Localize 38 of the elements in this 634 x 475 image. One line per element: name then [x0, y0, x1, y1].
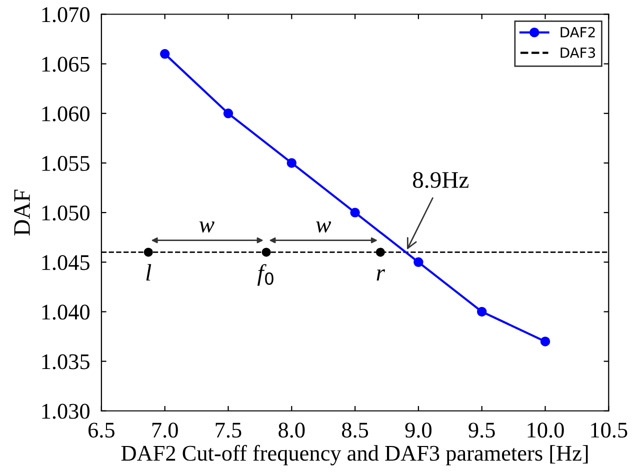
x-tick-label: 8.0	[278, 422, 305, 438]
y-tick-label: 1.040	[42, 304, 90, 320]
x-tick-label: 10.0	[528, 422, 564, 438]
y-tick-label: 1.060	[42, 106, 90, 122]
point	[160, 49, 170, 59]
legend-label: DAF2	[560, 26, 595, 38]
y-tick-label: 1.030	[42, 404, 90, 419]
point	[286, 158, 296, 168]
point	[223, 108, 234, 118]
y-tick-label: 1.045	[42, 255, 90, 270]
annotation: 8.9Hz	[413, 172, 468, 188]
x-tick-label: 6.5	[88, 422, 114, 438]
x-tick-label: 9.0	[405, 422, 432, 438]
point	[476, 306, 487, 317]
point	[262, 248, 271, 257]
annotation: f$_{0}$	[257, 264, 274, 286]
x-tick-label: 7.5	[216, 422, 242, 438]
y-tick-label: 1.050	[42, 205, 90, 221]
y-tick-label: 1.055	[42, 156, 90, 172]
x-tick-label: 10.5	[591, 422, 628, 438]
annotation: l	[146, 264, 152, 281]
annotation: w	[199, 221, 214, 233]
y-axis-title: DAF	[14, 190, 30, 236]
x-tick-label: 8.5	[342, 422, 368, 438]
annotation: w	[316, 221, 332, 233]
point	[376, 248, 385, 257]
x-axis-title: DAF2 Cut-off frequency and DAF3 parameters [Hz]	[121, 444, 588, 466]
point	[350, 208, 360, 218]
point	[540, 336, 550, 346]
point	[144, 248, 153, 257]
point	[414, 257, 424, 267]
legend-label: DAF3	[560, 47, 596, 58]
x-tick-label: 9.5	[468, 422, 495, 438]
y-tick-label: 1.035	[42, 354, 90, 370]
x-tick-label: 7.0	[152, 422, 178, 438]
y-tick-label: 1.065	[42, 56, 90, 72]
annotation: r	[376, 269, 386, 281]
y-tick-label: 1.070	[42, 7, 90, 22]
